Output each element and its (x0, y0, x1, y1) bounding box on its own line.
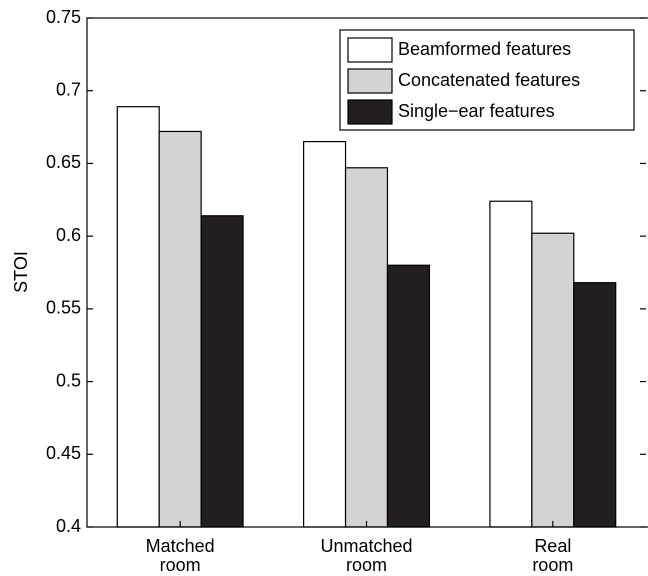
bar (573, 282, 617, 528)
bar (200, 215, 244, 528)
x-tick-label: room (346, 555, 387, 575)
y-tick-label: 0.45 (46, 443, 81, 463)
x-tick-label: room (160, 555, 201, 575)
y-tick-label: 0.7 (56, 79, 81, 99)
legend-label: Single−ear features (398, 101, 555, 121)
y-tick-label: 0.4 (56, 516, 81, 536)
bar (344, 167, 389, 528)
y-axis-label: STOI (11, 251, 31, 293)
legend-label: Beamformed features (398, 39, 571, 59)
y-tick-label: 0.6 (56, 225, 81, 245)
bar (386, 264, 430, 528)
legend-swatch (347, 68, 393, 94)
bar (531, 232, 575, 528)
legend-label: Concatenated features (398, 70, 580, 90)
y-tick-label: 0.75 (46, 7, 81, 27)
x-tick-label: Matched (146, 536, 215, 556)
bar (158, 130, 202, 528)
bar (303, 141, 347, 528)
plot-frame (86, 17, 648, 528)
y-tick-label: 0.65 (46, 152, 81, 172)
x-tick-label: Real (534, 536, 571, 556)
bar (489, 200, 533, 528)
x-tick-label: room (532, 555, 573, 575)
y-tick-label: 0.5 (56, 370, 81, 390)
x-tick-label: Unmatched (320, 536, 412, 556)
bar (116, 106, 160, 528)
legend-swatch (347, 37, 393, 63)
y-tick-label: 0.55 (46, 298, 81, 318)
legend-swatch (347, 99, 393, 125)
